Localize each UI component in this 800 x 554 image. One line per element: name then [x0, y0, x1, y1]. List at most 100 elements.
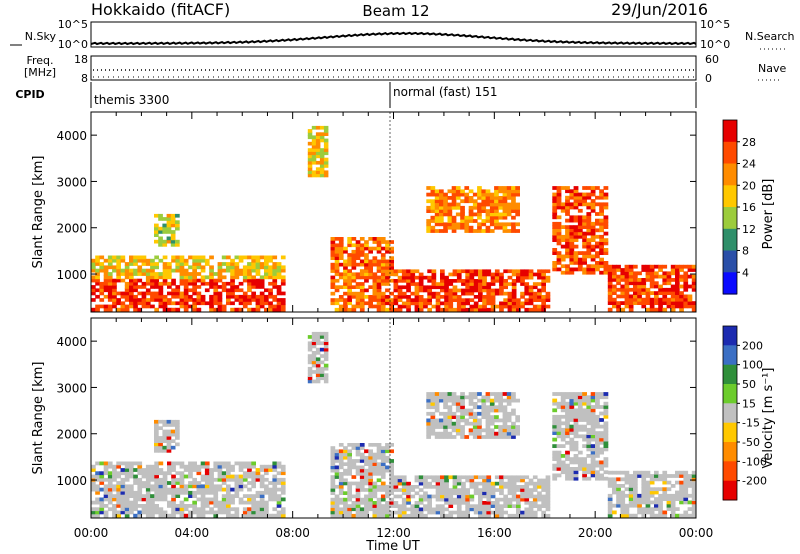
heatmap-cell — [376, 291, 382, 296]
heatmap-cell — [494, 392, 499, 396]
heatmap-cell — [541, 485, 546, 489]
heatmap-cell — [532, 307, 538, 312]
heatmap-cell — [170, 233, 176, 237]
heatmap-cell — [418, 513, 424, 518]
heatmap-cell — [427, 497, 432, 502]
heatmap-cell — [188, 504, 193, 508]
heatmap-cell — [532, 285, 538, 290]
heatmap-cell — [434, 189, 440, 194]
heatmap-cell — [338, 285, 344, 289]
heatmap-cell — [162, 436, 168, 440]
heatmap-cell — [351, 278, 357, 283]
heatmap-cell — [490, 279, 496, 283]
heatmap-cell — [158, 236, 163, 241]
heatmap-cell — [577, 392, 583, 396]
heatmap-cell — [443, 205, 448, 210]
heatmap-cell — [482, 275, 487, 280]
heatmap-cell — [515, 209, 520, 213]
heatmap-cell — [213, 291, 219, 296]
heatmap-cell — [414, 478, 420, 483]
heatmap-cell — [112, 497, 117, 502]
heatmap-cell — [448, 494, 454, 499]
heatmap-cell — [620, 294, 626, 299]
heatmap-cell — [482, 304, 487, 309]
heatmap-cell — [95, 272, 100, 276]
heatmap-cell — [154, 262, 159, 266]
heatmap-cell — [616, 484, 621, 488]
heatmap-cell — [234, 268, 240, 273]
heatmap-cell — [264, 265, 269, 270]
heatmap-cell — [213, 272, 219, 276]
heatmap-cell — [389, 478, 394, 483]
heatmap-cell — [612, 291, 617, 295]
heatmap-cell — [91, 484, 96, 489]
heatmap-cell — [368, 484, 373, 489]
heatmap-cell — [624, 513, 630, 518]
heatmap-cell — [620, 301, 626, 305]
heatmap-cell — [595, 418, 600, 422]
heatmap-cell — [435, 298, 441, 302]
heatmap-cell — [649, 281, 655, 286]
velocity-colorbar-label: Velocity [m s⁻¹] — [761, 368, 776, 469]
heatmap-cell — [315, 366, 321, 371]
heatmap-cell — [473, 301, 479, 306]
heatmap-cell — [687, 264, 693, 269]
heatmap-cell — [268, 490, 273, 495]
heatmap-cell — [347, 494, 352, 499]
heatmap-cell — [641, 484, 647, 488]
heatmap-cell — [355, 262, 361, 267]
heatmap-cell — [259, 275, 265, 280]
heatmap-cell — [389, 272, 394, 277]
heatmap-cell — [637, 474, 642, 478]
heatmap-cell — [255, 285, 261, 289]
heatmap-cell — [171, 301, 176, 306]
heatmap-cell — [435, 475, 441, 480]
heatmap-cell — [507, 513, 513, 518]
heatmap-cell — [145, 510, 151, 515]
heatmap-cell — [645, 291, 651, 295]
heatmap-cell — [347, 275, 352, 280]
heatmap-cell — [196, 294, 202, 299]
heatmap-cell — [451, 199, 457, 204]
heatmap-cell — [516, 501, 521, 505]
heatmap-cell — [582, 434, 587, 439]
heatmap-cell — [380, 462, 386, 466]
heatmap-cell — [188, 294, 193, 299]
heatmap-cell — [213, 487, 219, 492]
heatmap-cell — [524, 485, 530, 489]
heatmap-cell — [393, 504, 399, 508]
heatmap-cell — [460, 395, 465, 400]
heatmap-cell — [129, 278, 134, 283]
heatmap-cell — [658, 510, 663, 515]
heatmap-cell — [455, 192, 461, 197]
heatmap-cell — [473, 504, 479, 508]
heatmap-cell — [473, 485, 479, 489]
heatmap-cell — [494, 304, 500, 309]
heatmap-cell — [573, 186, 579, 190]
heatmap-cell — [133, 294, 138, 299]
heatmap-cell — [628, 264, 634, 269]
heatmap-cell — [247, 265, 252, 270]
heatmap-cell — [209, 307, 214, 312]
heatmap-cell — [364, 253, 369, 257]
heatmap-cell — [556, 421, 562, 426]
heatmap-cell — [368, 249, 373, 254]
heatmap-cell — [376, 304, 382, 309]
heatmap-cell — [414, 275, 420, 280]
heatmap-cell — [595, 450, 600, 455]
heatmap-cell — [482, 298, 487, 302]
heatmap-cell — [662, 307, 668, 312]
heatmap-cell — [372, 272, 378, 277]
heatmap-cell — [560, 454, 566, 458]
heatmap-cell — [532, 475, 538, 480]
heatmap-cell — [577, 411, 583, 416]
heatmap-cell — [455, 205, 461, 210]
heatmap-cell — [272, 268, 278, 273]
heatmap-cell — [397, 295, 403, 299]
heatmap-cell — [196, 490, 202, 495]
heatmap-cell — [107, 291, 113, 296]
heatmap-cell — [430, 415, 436, 419]
heatmap-cell — [586, 440, 592, 445]
heatmap-cell — [401, 478, 407, 483]
heatmap-cell — [107, 298, 113, 302]
